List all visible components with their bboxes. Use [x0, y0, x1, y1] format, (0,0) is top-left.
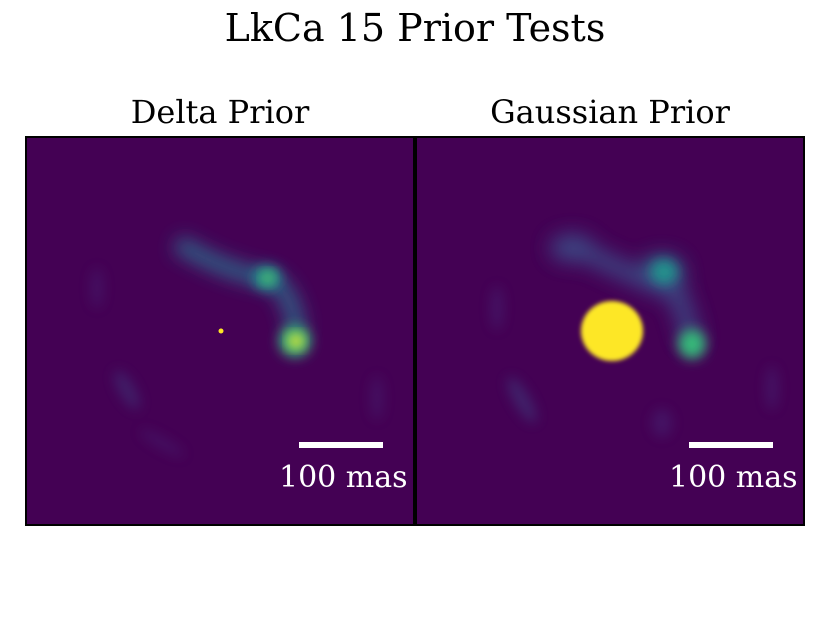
delta-prior-image-panel: 100 mas: [25, 136, 415, 526]
scale-bar-label: 100 mas: [669, 460, 798, 495]
gaussian-bright-blob: [581, 301, 643, 361]
scale-bar-label: 100 mas: [279, 460, 408, 495]
scale-bar: [299, 442, 383, 448]
delta-prior-image: [91, 235, 383, 457]
gaussian-prior-image: [491, 234, 778, 437]
panel-title-delta-prior: Delta Prior: [130, 93, 310, 131]
delta-point-source: [218, 328, 224, 334]
scale-bar: [689, 442, 773, 448]
gaussian-prior-image-panel: 100 mas: [415, 136, 805, 526]
bright-spot-center: [262, 272, 274, 284]
figure-title: LkCa 15 Prior Tests: [224, 6, 606, 50]
bright-spot-lower: [289, 334, 303, 348]
panel-title-gaussian-prior: Gaussian Prior: [490, 93, 730, 131]
